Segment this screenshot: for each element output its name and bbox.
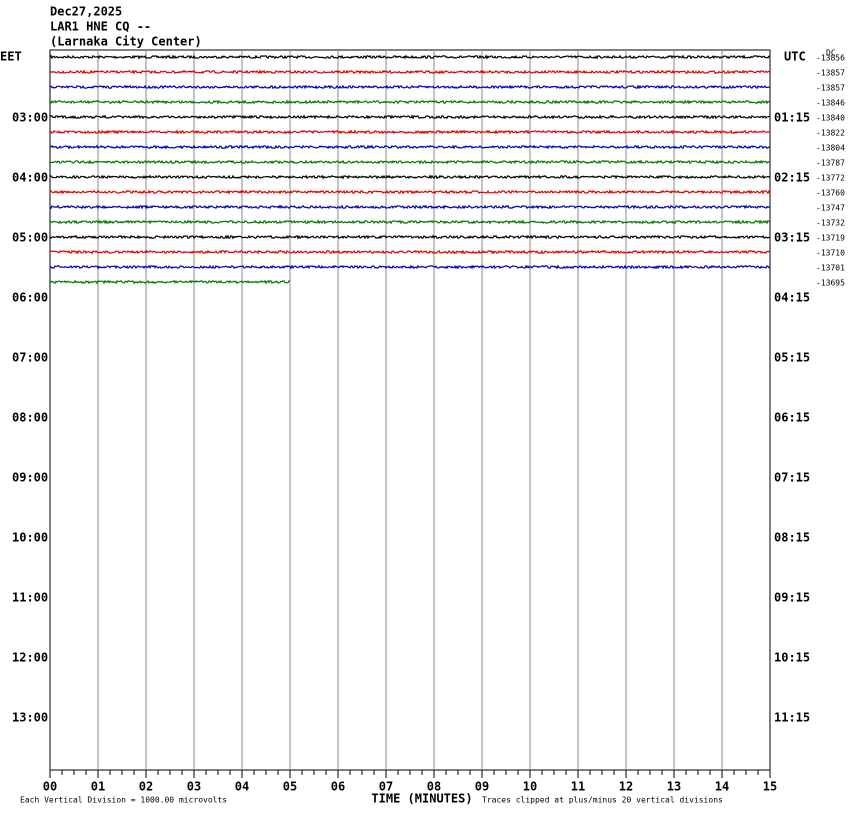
footer-right: Traces clipped at plus/minus 20 vertical… [482, 796, 723, 805]
trace-dc-label: -13760 [816, 189, 845, 198]
left-time-label: 13:00 [12, 711, 48, 725]
right-time-label: 10:15 [774, 651, 810, 665]
trace-dc-label: -13719 [816, 234, 845, 243]
x-tick-label: 08 [427, 780, 441, 794]
right-time-label: 01:15 [774, 111, 810, 125]
right-time-label: 09:15 [774, 591, 810, 605]
trace-dc-label: -13840 [816, 114, 845, 123]
footer-left: Each Vertical Division = 1000.00 microvo… [20, 796, 227, 805]
x-tick-label: 02 [139, 780, 153, 794]
x-tick-label: 14 [715, 780, 729, 794]
trace-dc-label: -13857 [816, 84, 845, 93]
x-tick-label: 00 [43, 780, 57, 794]
left-zone: EET [0, 50, 22, 64]
trace-dc-label: -13857 [816, 69, 845, 78]
right-time-label: 02:15 [774, 171, 810, 185]
x-tick-label: 04 [235, 780, 249, 794]
trace-dc-label: -13822 [816, 129, 845, 138]
left-time-label: 03:00 [12, 111, 48, 125]
trace-dc-label: -13710 [816, 249, 845, 258]
trace [49, 129, 770, 135]
trace [49, 264, 771, 270]
trace [49, 69, 771, 75]
left-time-label: 12:00 [12, 651, 48, 665]
left-time-label: 09:00 [12, 471, 48, 485]
right-time-label: 07:15 [774, 471, 810, 485]
trace [49, 249, 771, 255]
trace [49, 84, 771, 90]
right-time-label: 11:15 [774, 711, 810, 725]
x-tick-label: 10 [523, 780, 537, 794]
x-tick-label: 09 [475, 780, 489, 794]
trace [49, 234, 771, 240]
left-time-label: 07:00 [12, 351, 48, 365]
x-tick-label: 01 [91, 780, 105, 794]
trace [49, 99, 770, 105]
trace [49, 144, 771, 150]
left-time-label: 08:00 [12, 411, 48, 425]
left-time-label: 10:00 [12, 531, 48, 545]
right-zone: UTC [784, 50, 806, 64]
trace [49, 279, 291, 285]
right-time-label: 05:15 [774, 351, 810, 365]
trace-dc-label: -13772 [816, 174, 845, 183]
trace [49, 174, 771, 180]
dc-header: DC [826, 49, 836, 58]
right-time-label: 08:15 [774, 531, 810, 545]
right-time-label: 06:15 [774, 411, 810, 425]
trace-dc-label: -13695 [816, 279, 845, 288]
trace-dc-label: -13747 [816, 204, 845, 213]
x-tick-label: 12 [619, 780, 633, 794]
right-time-label: 04:15 [774, 291, 810, 305]
station: LAR1 HNE CQ -- [50, 20, 151, 34]
trace-dc-label: -13787 [816, 159, 845, 168]
left-time-label: 04:00 [12, 171, 48, 185]
x-tick-label: 07 [379, 780, 393, 794]
x-tick-label: 03 [187, 780, 201, 794]
x-tick-label: 15 [763, 780, 777, 794]
x-tick-label: 06 [331, 780, 345, 794]
left-time-label: 11:00 [12, 591, 48, 605]
right-time-label: 03:15 [774, 231, 810, 245]
x-axis-label: TIME (MINUTES) [371, 792, 472, 806]
x-tick-label: 13 [667, 780, 681, 794]
location: (Larnaka City Center) [50, 35, 202, 49]
trace-dc-label: -13701 [816, 264, 845, 273]
trace [49, 159, 771, 165]
date: Dec27,2025 [50, 5, 122, 19]
trace [49, 54, 771, 60]
x-tick-label: 05 [283, 780, 297, 794]
trace [49, 204, 771, 210]
trace-dc-label: -13732 [816, 219, 845, 228]
trace [49, 189, 771, 195]
trace-dc-label: -13846 [816, 99, 845, 108]
trace-dc-label: -13804 [816, 144, 845, 153]
x-tick-label: 11 [571, 780, 585, 794]
trace-dc-label: -13856 [816, 54, 845, 63]
trace [49, 114, 771, 120]
left-time-label: 06:00 [12, 291, 48, 305]
trace [49, 219, 771, 225]
left-time-label: 05:00 [12, 231, 48, 245]
